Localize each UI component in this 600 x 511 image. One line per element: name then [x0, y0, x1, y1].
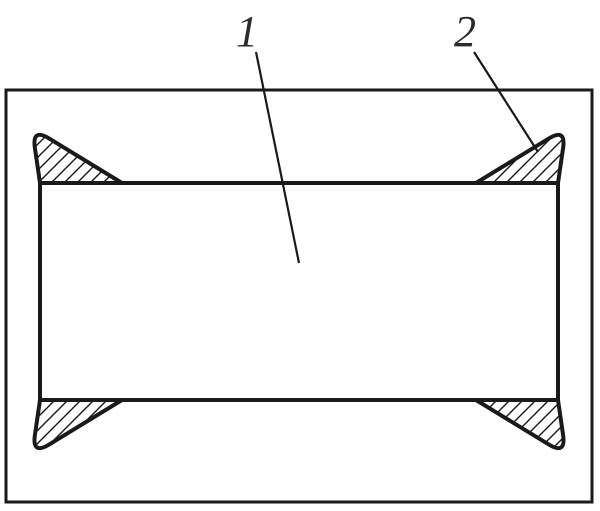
callout-1-label: 1: [236, 6, 258, 57]
lobe-bottom-right: [476, 400, 564, 448]
diagram-svg: [0, 0, 600, 511]
callout-2-label: 2: [454, 6, 476, 57]
leader-line-2: [474, 52, 538, 152]
body-rect: [40, 183, 558, 400]
diagram-stage: 1 2: [0, 0, 600, 511]
lobe-top-right: [476, 135, 564, 183]
lobe-bottom-left: [34, 400, 122, 448]
lobe-top-left: [34, 135, 122, 183]
